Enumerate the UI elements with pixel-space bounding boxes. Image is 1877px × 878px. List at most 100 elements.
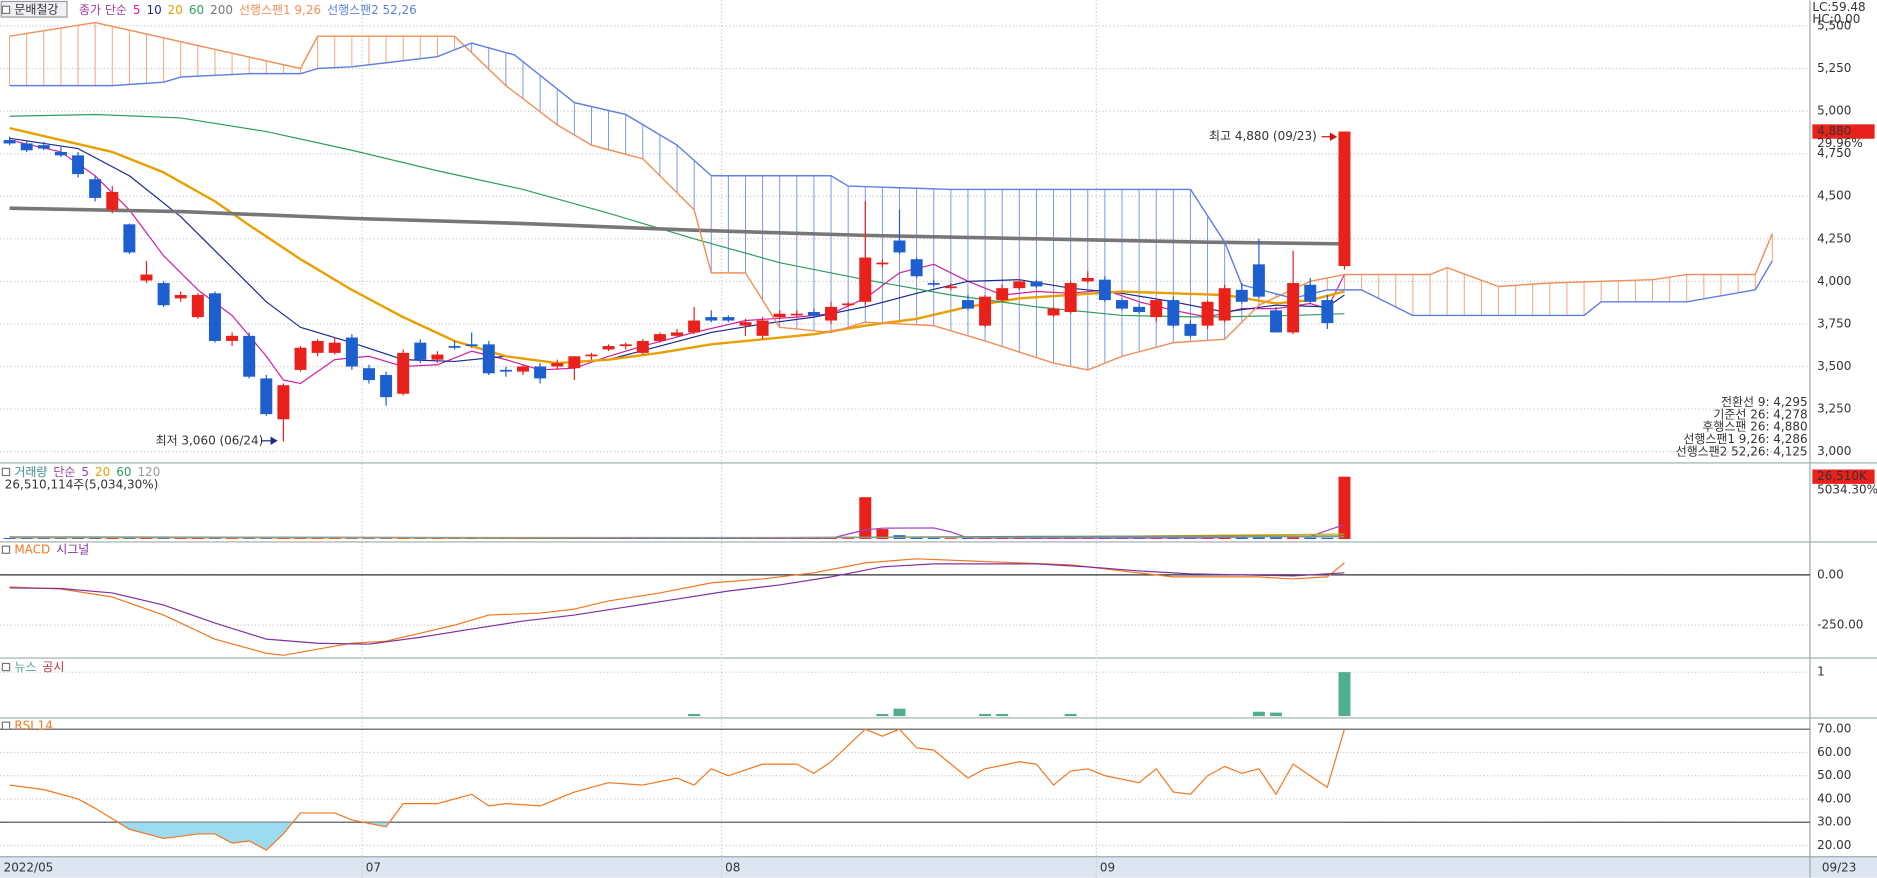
volume-bar <box>328 538 341 539</box>
volume-badge-label: 26,510K <box>1817 469 1868 483</box>
candle-body <box>174 294 187 299</box>
panel-header: 종가 단순 5 10 20 60 200 선행스팬1 9,26 선행스팬2 52,26 <box>79 1 417 16</box>
candle-body <box>380 374 393 398</box>
legend-entry: 60 <box>116 464 131 478</box>
candle-body <box>448 346 461 348</box>
price-badge-label: 4,880 <box>1817 124 1851 138</box>
candle-body <box>825 306 838 321</box>
series-line <box>9 206 1345 246</box>
candle-body <box>1098 279 1111 301</box>
candle-body <box>1252 264 1265 297</box>
panel-icon <box>1 662 11 672</box>
legend-entry: 선행스팬1 9,26 <box>239 1 321 16</box>
x-tick-label: 08 <box>725 861 740 875</box>
y-tick-label: 4,000 <box>1817 274 1851 288</box>
y-tick-label: 5,250 <box>1817 61 1851 75</box>
volume-bar <box>1338 476 1351 539</box>
candle-body <box>1270 310 1282 333</box>
candle-body <box>876 262 889 265</box>
candle-body <box>191 294 204 318</box>
panel-header: MACD 시그널 <box>14 542 89 556</box>
volume-badge <box>1812 469 1875 484</box>
volume-bar <box>859 497 872 539</box>
legend-entry: RSI 14 <box>14 718 52 732</box>
y-tick-label: -250.00 <box>1817 618 1863 632</box>
y-tick-label: 1 <box>1817 665 1825 679</box>
series-line <box>9 42 1773 317</box>
panel-header: 거래량 단순 5 20 60 120 <box>14 464 160 478</box>
volume-bar <box>1184 538 1197 539</box>
volume-bar <box>20 538 33 539</box>
candle-body <box>89 179 102 198</box>
legend-entry: 종가 단순 <box>79 2 127 16</box>
y-tick-label: 4,250 <box>1817 231 1851 245</box>
indicator-legend: 선행스팬1 9,26: 4,286 <box>1683 431 1807 446</box>
candle-body <box>671 332 684 336</box>
legend-entry: 20 <box>95 464 110 478</box>
candle-body <box>208 293 221 341</box>
volume-bar <box>842 538 855 539</box>
candle-body <box>294 347 307 370</box>
series-line <box>9 21 1773 371</box>
candle-body <box>619 344 632 347</box>
candle-body <box>362 368 375 381</box>
volume-bar <box>927 537 940 539</box>
last-date: 09/23 <box>1822 861 1857 875</box>
candle-body <box>551 363 564 367</box>
volume-bar <box>174 538 187 539</box>
candle-body <box>1218 288 1231 321</box>
candle-body <box>397 352 410 394</box>
y-tick-label: 30.00 <box>1817 815 1851 829</box>
indicator-legend: 전환선 9: 4,295 <box>1721 395 1808 409</box>
candle-body <box>859 257 872 302</box>
volume-bar <box>1287 536 1300 539</box>
news-bar <box>688 713 701 717</box>
legend-entry: 10 <box>146 2 161 16</box>
candle-body <box>226 335 239 341</box>
candle-body <box>1133 306 1146 313</box>
indicator-legend: 선행스팬2 52,26: 4,125 <box>1676 443 1808 458</box>
legend-entry: 60 <box>189 2 204 16</box>
candle-body <box>893 240 906 253</box>
hc-label: HC:0.00 <box>1812 12 1860 26</box>
volume-bar <box>910 536 923 539</box>
candle-body <box>705 317 718 321</box>
indicator-legend: 기준선 26: 4,278 <box>1713 407 1807 421</box>
y-tick-label: 4,500 <box>1817 189 1851 203</box>
title-box <box>0 0 68 18</box>
candle-body <box>1030 281 1043 287</box>
candle-body <box>1201 301 1214 326</box>
change-badge: 29.96% <box>1817 136 1863 150</box>
candle-body <box>123 224 136 253</box>
y-tick-label: 3,000 <box>1817 444 1851 458</box>
price-badge <box>1812 124 1875 139</box>
candle-body <box>20 143 33 151</box>
series-line <box>9 137 1345 364</box>
news-bar <box>876 713 889 717</box>
series-line <box>9 728 1345 851</box>
volume-bar <box>1304 537 1317 539</box>
candle-body <box>260 378 273 415</box>
candle-body <box>1287 283 1300 333</box>
news-bar <box>893 708 906 717</box>
y-tick-label: 20.00 <box>1817 838 1851 852</box>
legend-entry: 5 <box>133 2 141 16</box>
candle-body <box>773 313 786 318</box>
candle-body <box>944 286 957 289</box>
panel-subtitle: 26,510,114주(5,034,30%) <box>5 478 159 492</box>
panel-icon <box>1 545 11 554</box>
legend-entry: 단순 <box>53 464 75 478</box>
candle-body <box>636 340 649 353</box>
legend-entry: 선행스팬2 52,26 <box>327 1 417 16</box>
candle-body <box>482 344 495 374</box>
candle-body <box>431 354 444 360</box>
chart-title: 문배철강 <box>14 2 58 16</box>
annotation: 최고 4,880 (09/23) <box>1209 129 1317 143</box>
news-bar <box>1270 712 1282 717</box>
annotation: 최저 3,060 (06/24) <box>156 433 264 447</box>
candle-body <box>311 340 324 353</box>
candle-body <box>961 300 974 309</box>
candle-body <box>1167 300 1180 326</box>
candle-body <box>602 346 615 350</box>
